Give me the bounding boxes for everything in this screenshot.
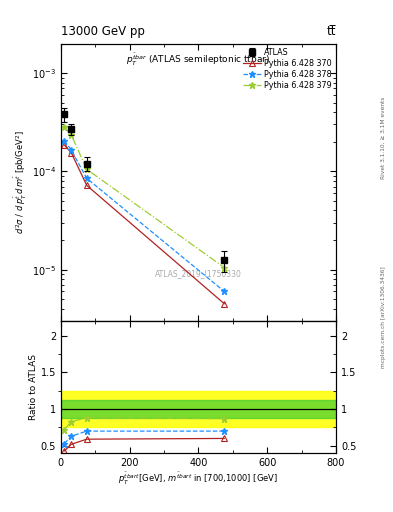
- Text: $p_T^{\bar{t}bar}$ (ATLAS semileptonic ttbar): $p_T^{\bar{t}bar}$ (ATLAS semileptonic t…: [127, 52, 270, 68]
- Y-axis label: Ratio to ATLAS: Ratio to ATLAS: [29, 354, 38, 420]
- Line: Pythia 6.428 370: Pythia 6.428 370: [62, 142, 227, 307]
- Pythia 6.428 378: [222, 288, 227, 294]
- Pythia 6.428 379: [62, 124, 67, 131]
- Pythia 6.428 379: [84, 166, 89, 173]
- X-axis label: $p_T^{\bar{t}bar{t}}$[GeV], $m^{\bar{t}bar{t}}$ in [700,1000] [GeV]: $p_T^{\bar{t}bar{t}}$[GeV], $m^{\bar{t}b…: [118, 471, 279, 487]
- Pythia 6.428 379: [69, 132, 73, 138]
- Pythia 6.428 379: [222, 265, 227, 271]
- Text: mcplots.cern.ch [arXiv:1306.3436]: mcplots.cern.ch [arXiv:1306.3436]: [381, 267, 386, 368]
- Text: ATLAS_2019_I1750330: ATLAS_2019_I1750330: [155, 269, 242, 279]
- Pythia 6.428 378: [62, 138, 67, 144]
- Legend: ATLAS, Pythia 6.428 370, Pythia 6.428 378, Pythia 6.428 379: ATLAS, Pythia 6.428 370, Pythia 6.428 37…: [242, 46, 334, 91]
- Y-axis label: $d^2\sigma$ / $d\,p_T^{\bar{t}}\,d\,m^{\bar{t}}$ [pb/GeV$^2$]: $d^2\sigma$ / $d\,p_T^{\bar{t}}\,d\,m^{\…: [13, 131, 29, 234]
- Pythia 6.428 370: [69, 150, 73, 156]
- Text: tt̅: tt̅: [327, 26, 336, 38]
- Pythia 6.428 370: [222, 301, 227, 307]
- Pythia 6.428 370: [84, 182, 89, 188]
- Bar: [61, 392, 336, 426]
- Line: Pythia 6.428 378: Pythia 6.428 378: [61, 137, 228, 295]
- Text: 13000 GeV pp: 13000 GeV pp: [61, 26, 145, 38]
- Text: Rivet 3.1.10, ≥ 3.1M events: Rivet 3.1.10, ≥ 3.1M events: [381, 97, 386, 179]
- Pythia 6.428 378: [84, 175, 89, 181]
- Line: Pythia 6.428 379: Pythia 6.428 379: [61, 124, 228, 271]
- Bar: [61, 400, 336, 418]
- Pythia 6.428 378: [69, 147, 73, 153]
- Pythia 6.428 370: [62, 142, 67, 148]
